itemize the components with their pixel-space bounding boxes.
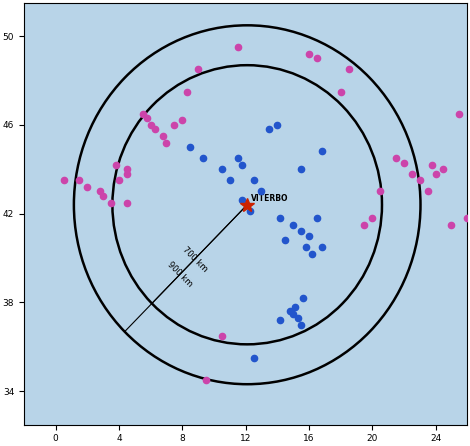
Text: 900 km: 900 km: [165, 260, 194, 289]
Text: VITERBO: VITERBO: [251, 194, 289, 203]
Text: 700 km: 700 km: [180, 245, 209, 273]
